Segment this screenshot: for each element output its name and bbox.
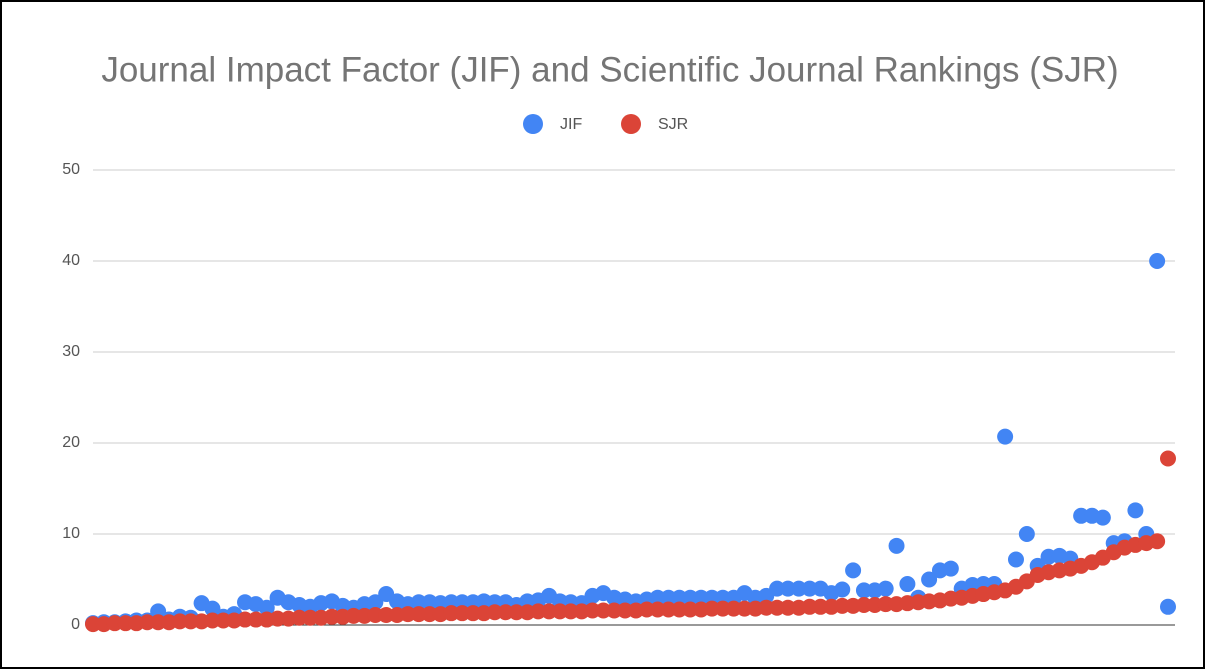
y-tick-label: 30 [62,343,80,360]
legend-label: JIF [560,116,582,133]
point [834,581,851,598]
series [85,450,1176,633]
point [921,571,938,588]
point [888,537,905,554]
point [845,562,862,579]
point [204,600,221,617]
point [367,594,384,611]
point [1160,450,1176,467]
y-tick-label: 20 [62,434,80,451]
point [997,428,1014,445]
point [1149,253,1166,269]
point [899,576,916,593]
legend-label: SJR [658,116,688,133]
y-tick-label: 50 [62,161,80,178]
y-tick-label: 40 [62,252,80,269]
y-tick-label: 10 [62,525,80,542]
y-tick-label: 0 [71,616,80,633]
point [877,580,894,597]
point [1160,598,1176,615]
point [1149,533,1166,550]
legend-marker [621,114,641,134]
point [258,599,275,616]
chart-title: Journal Impact Factor (JIF) and Scientif… [101,50,1118,89]
point [1018,526,1035,542]
point [1007,551,1024,568]
point [1127,502,1144,519]
point [942,560,959,577]
point [1094,509,1111,526]
legend-marker [523,114,543,134]
